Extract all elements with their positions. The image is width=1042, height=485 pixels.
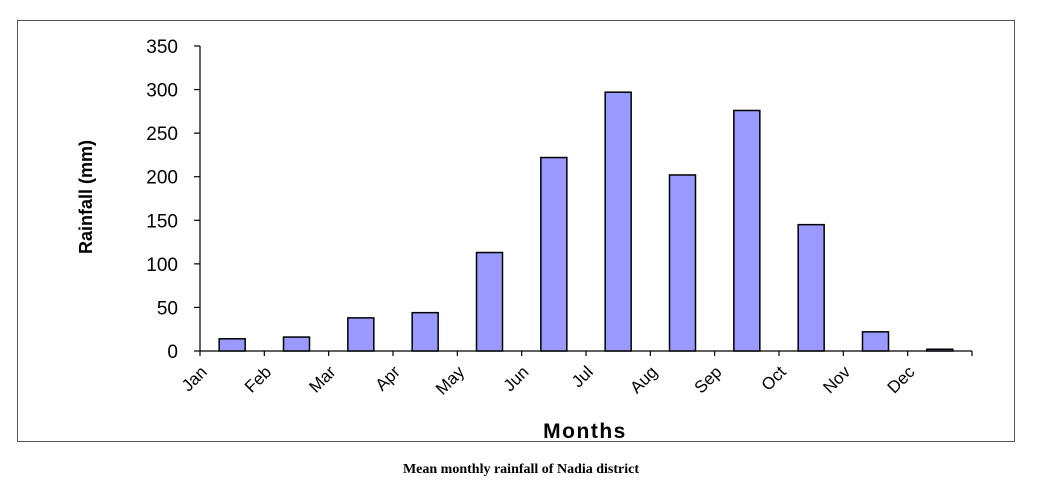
x-tick-label: May [432, 362, 468, 398]
x-tick-label: Apr [372, 362, 404, 394]
axis-titles: Months Rainfall (mm) [76, 140, 627, 443]
x-tick-label: Dec [884, 362, 919, 397]
x-tick-label: Jul [568, 362, 597, 391]
y-tick-label: 300 [146, 81, 178, 102]
bar-aug [668, 174, 697, 352]
y-tick-label: 50 [157, 298, 178, 319]
x-axis: Jan Feb Mar Apr May Jun Jul Aug Sep Oct Nov Dec [178, 350, 973, 399]
x-axis-title: Months [543, 420, 627, 443]
bar-dec [926, 348, 954, 352]
y-tick-label: 200 [146, 168, 178, 189]
x-tick-label: Oct [758, 362, 790, 394]
bar-apr [411, 311, 439, 352]
bar-jul [604, 91, 632, 352]
bar-mar [347, 317, 375, 352]
y-tick-label: 350 [146, 37, 178, 58]
x-tick-label: Jan [178, 362, 211, 395]
x-tick-label: Feb [241, 362, 275, 396]
bar-sep [733, 109, 761, 352]
y-axis-title: Rainfall (mm) [76, 140, 96, 254]
bar-jun [540, 156, 568, 352]
y-axis: 0 50 100 150 200 250 300 350 [146, 37, 201, 363]
bar-may [475, 251, 504, 352]
y-tick-label: 150 [146, 211, 178, 232]
bar-oct [797, 223, 825, 352]
bar-jan [218, 338, 246, 352]
figure-caption: Mean monthly rainfall of Nadia district [402, 462, 640, 477]
x-tick-label: Mar [305, 362, 339, 396]
bars [218, 91, 954, 352]
y-tick-label: 100 [146, 255, 178, 276]
chart-frame [17, 20, 1015, 442]
x-tick-label: Aug [626, 362, 661, 397]
bar-nov [861, 331, 890, 352]
y-tick-label: 250 [146, 124, 178, 145]
x-tick-label: Nov [819, 362, 854, 397]
x-tick-label: Jun [500, 362, 533, 395]
bar-feb [282, 336, 311, 352]
x-tick-label: Sep [691, 362, 726, 397]
y-tick-label: 0 [167, 342, 178, 363]
